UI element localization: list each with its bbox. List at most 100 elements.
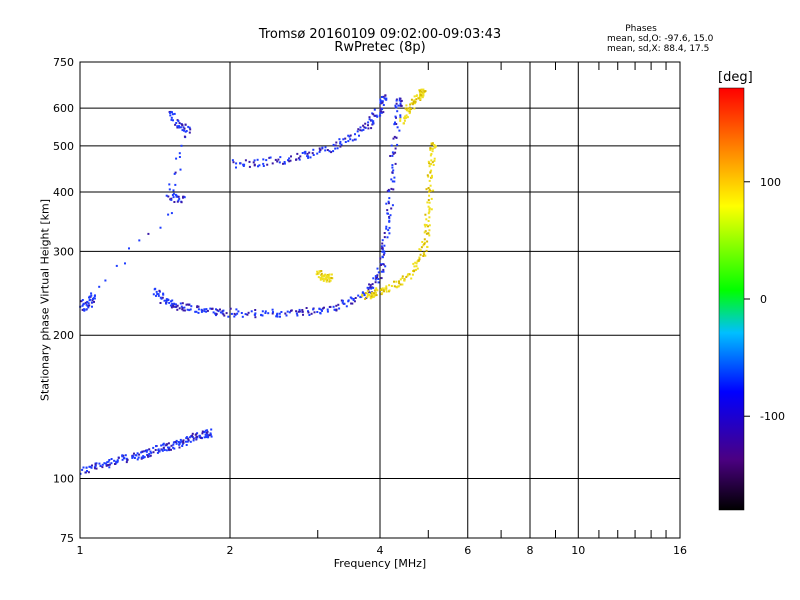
o-mode-point: [84, 471, 87, 474]
x-mode-point: [418, 248, 421, 251]
o-mode-point: [375, 275, 378, 278]
o-mode-point: [215, 313, 218, 316]
o-mode-point: [260, 313, 263, 316]
o-mode-point: [115, 264, 118, 267]
o-mode-point: [88, 295, 91, 298]
o-mode-point: [169, 114, 172, 117]
o-mode-point: [390, 144, 393, 147]
x-mode-point: [427, 187, 430, 189]
x-mode-point: [402, 122, 405, 125]
o-mode-point: [175, 157, 178, 160]
o-mode-point: [323, 306, 325, 309]
o-mode-point: [168, 448, 170, 451]
x-mode-point: [428, 216, 431, 219]
o-mode-point: [124, 262, 126, 265]
o-mode-point: [395, 116, 397, 119]
o-mode-point: [248, 165, 251, 168]
o-mode-point: [312, 148, 315, 151]
o-mode-point: [180, 440, 183, 443]
o-mode-point: [301, 310, 304, 313]
x-mode-point: [413, 99, 416, 102]
o-mode-point: [125, 461, 128, 464]
o-mode-point: [390, 178, 393, 181]
o-mode-point: [373, 108, 376, 111]
o-mode-point: [227, 315, 230, 318]
o-mode-point: [362, 128, 365, 131]
o-mode-point: [140, 457, 143, 460]
x-mode-point: [424, 90, 427, 93]
x-mode-point: [366, 296, 369, 298]
o-mode-point: [400, 104, 403, 107]
o-mode-point: [306, 155, 309, 158]
x-axis-ticks: 1 2 4 6 8 10 16: [77, 62, 687, 557]
o-mode-point: [383, 232, 386, 234]
o-mode-point: [312, 308, 315, 311]
o-mode-point: [183, 129, 185, 132]
o-mode-point: [370, 119, 373, 122]
o-mode-point: [326, 310, 329, 313]
o-mode-point: [254, 309, 257, 311]
o-mode-point: [372, 286, 375, 289]
o-mode-point: [107, 460, 110, 463]
o-mode-point: [94, 294, 96, 297]
o-mode-point: [176, 308, 179, 311]
o-mode-point: [374, 114, 377, 117]
o-mode-point: [295, 158, 297, 161]
o-mode-point: [395, 102, 398, 105]
o-mode-point: [399, 97, 402, 100]
o-mode-point: [398, 129, 401, 132]
x-mode-point: [381, 292, 384, 295]
o-mode-point: [390, 207, 393, 210]
o-mode-point: [156, 451, 159, 454]
o-mode-point: [340, 143, 343, 146]
o-mode-point: [136, 452, 139, 455]
x-mode-point: [421, 96, 424, 99]
o-mode-point: [343, 302, 346, 305]
o-mode-point: [254, 312, 257, 315]
x-mode-point: [403, 278, 406, 281]
o-mode-point: [392, 152, 395, 155]
x-mode-point: [325, 276, 328, 279]
o-mode-point: [209, 433, 212, 436]
o-mode-point: [215, 308, 217, 311]
o-mode-point: [207, 436, 210, 439]
o-mode-point: [152, 293, 155, 296]
o-mode-point: [394, 104, 397, 107]
x-mode-point: [423, 243, 426, 245]
o-mode-point: [170, 116, 173, 119]
o-mode-point: [345, 305, 348, 308]
o-mode-point: [165, 194, 168, 197]
o-mode-point: [113, 459, 116, 462]
o-mode-point: [210, 428, 213, 431]
o-mode-point: [92, 297, 95, 300]
o-mode-point: [342, 138, 345, 141]
o-mode-point: [175, 439, 178, 442]
x-mode-point: [430, 208, 433, 211]
o-mode-point: [178, 307, 181, 310]
x-mode-point: [413, 95, 416, 98]
x-mode-point: [396, 285, 399, 288]
o-mode-point: [257, 165, 259, 168]
o-mode-point: [81, 299, 84, 301]
x-mode-point: [406, 274, 409, 277]
o-mode-point: [176, 126, 179, 129]
o-mode-point: [168, 446, 171, 449]
o-mode-point: [338, 307, 341, 310]
o-mode-point: [297, 310, 300, 313]
o-mode-point: [397, 104, 400, 107]
o-mode-point: [367, 121, 370, 124]
o-mode-point: [209, 432, 212, 435]
o-mode-point: [382, 268, 385, 271]
o-mode-point: [126, 458, 129, 461]
x-mode-point: [431, 148, 434, 150]
x-mode-point: [433, 146, 436, 148]
o-mode-point: [341, 299, 344, 302]
o-mode-point: [349, 138, 352, 141]
x-mode-point: [424, 213, 427, 216]
x-mode-point: [419, 253, 422, 256]
o-mode-point: [147, 455, 150, 458]
x-mode-point: [399, 119, 402, 122]
x-mode-point: [422, 92, 425, 95]
o-mode-point: [175, 195, 178, 198]
x-mode-point: [415, 268, 417, 271]
